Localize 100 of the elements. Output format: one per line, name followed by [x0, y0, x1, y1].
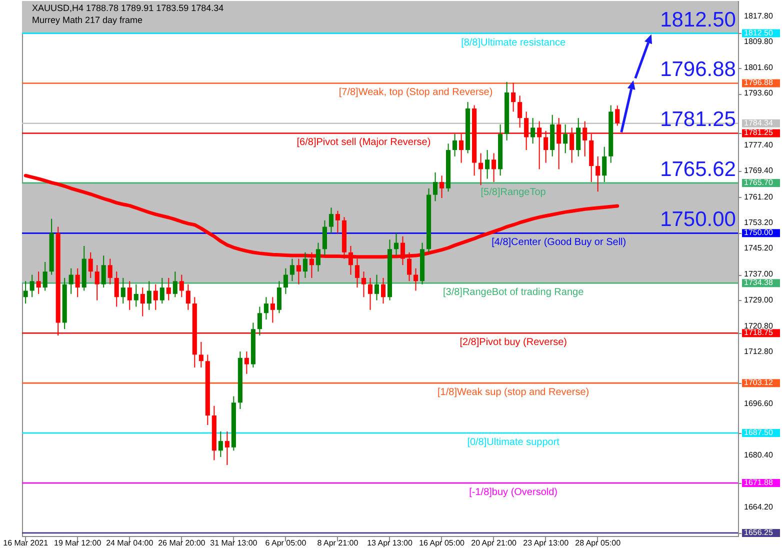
candlestick — [140, 287, 145, 317]
ref-line-label: [3/8]RangeBot of trading Range — [442, 287, 584, 298]
candlestick — [172, 271, 178, 298]
y-tick-label: 1781.25 — [744, 128, 774, 138]
y-tick-label: 1769.40 — [744, 166, 774, 176]
candlestick — [94, 264, 100, 301]
candlestick — [433, 172, 438, 202]
candlestick — [42, 261, 48, 292]
y-tick-label: 1745.20 — [744, 244, 774, 253]
candlestick — [452, 134, 458, 157]
candlestick — [478, 152, 484, 186]
candlestick — [563, 124, 568, 154]
x-tick-label: 20 Apr 21:00 — [471, 538, 518, 548]
y-tick-label: 1812.50 — [744, 28, 774, 38]
candlestick — [23, 280, 28, 304]
candlestick — [166, 277, 171, 301]
y-tick-label: 1750.00 — [744, 228, 774, 238]
candlestick — [374, 274, 380, 301]
x-tick-label: 23 Apr 13:00 — [523, 538, 570, 548]
candlestick — [511, 82, 516, 112]
x-tick-label: 19 Mar 12:00 — [54, 538, 102, 548]
ref-line-label: [-1/8]buy (Oversold) — [469, 486, 558, 498]
x-tick-label: 26 Mar 20:00 — [158, 538, 206, 548]
ref-line-label: [4/8]Center (Good Buy or Sell) — [492, 237, 626, 248]
candlestick — [120, 277, 126, 304]
x-tick-label: 31 Mar 13:00 — [210, 538, 258, 548]
candlestick — [108, 258, 112, 285]
y-tick-label: 1734.38 — [744, 278, 774, 288]
y-tick-label: 1765.70 — [744, 178, 774, 187]
y-tick-label: 1687.50 — [744, 428, 774, 438]
y-tick-label: 1784.34 — [744, 118, 774, 128]
candlestick — [179, 274, 184, 298]
y-tick-label: 1737.00 — [744, 270, 774, 279]
candlestick — [361, 271, 366, 298]
candlestick — [224, 430, 230, 466]
y-tick-label: 1718.75 — [744, 328, 774, 338]
y-tick-label: 1777.40 — [744, 140, 774, 150]
y-tick-label: 1729.00 — [744, 295, 774, 304]
candlestick — [302, 252, 308, 278]
ref-line-label: [0/8]Ultimate support — [467, 437, 560, 448]
candlestick — [530, 118, 536, 144]
y-tick-label: 1793.60 — [744, 88, 774, 98]
candlestick — [68, 268, 74, 294]
candlestick — [134, 284, 138, 308]
candlestick — [276, 280, 282, 314]
x-tick-label: 24 Mar 04:00 — [106, 538, 154, 548]
y-tick-label: 1712.80 — [744, 347, 774, 356]
text: Murrey Math 217 day frame — [32, 15, 143, 25]
text: 1765.62 — [660, 158, 736, 181]
candlestick — [576, 118, 581, 157]
candlestick — [602, 146, 607, 182]
x-tick-label: 16 Mar 2021 — [3, 538, 49, 548]
candlestick — [328, 207, 334, 234]
candlestick — [75, 268, 80, 298]
ref-line-label: [7/8]Weak, top (Stop and Reverse) — [338, 87, 493, 98]
text: 1796.88 — [660, 58, 736, 82]
text: 1750.00 — [660, 208, 736, 232]
y-tick-label: 1671.88 — [744, 478, 774, 487]
candlestick — [30, 274, 34, 298]
x-tick-label: 16 Apr 05:00 — [419, 538, 466, 548]
ref-line-label: [5/8]RangeTop — [480, 186, 546, 198]
ref-line-label: [8/8]Ultimate resistance — [461, 37, 566, 48]
candlestick — [492, 152, 496, 182]
y-tick-label: 1753.20 — [744, 218, 774, 227]
candlestick — [153, 284, 158, 310]
candlestick — [290, 258, 294, 282]
y-tick-label: 1696.60 — [744, 398, 774, 408]
candlestick — [283, 268, 288, 294]
text: 1781.25 — [660, 108, 736, 132]
candlestick — [127, 280, 132, 310]
candlestick — [186, 284, 190, 310]
candlestick — [146, 280, 152, 310]
candlestick — [218, 430, 223, 458]
candlestick — [160, 277, 164, 304]
candlestick — [244, 350, 249, 374]
x-tick-label: 6 Apr 05:00 — [265, 538, 307, 548]
y-tick-label: 1801.60 — [744, 63, 774, 72]
chart-title: XAUUSD,H4 1788.78 1789.91 1783.59 1784.34 — [32, 3, 224, 13]
y-tick-label: 1680.40 — [744, 450, 774, 460]
candlestick — [380, 277, 386, 304]
candlestick — [114, 271, 119, 308]
y-tick-label: 1796.88 — [744, 78, 774, 88]
candlestick — [440, 175, 444, 198]
candlestick — [88, 252, 93, 278]
candlestick — [198, 341, 204, 368]
candlestick — [335, 210, 340, 234]
candlestick — [264, 296, 268, 320]
candlestick — [596, 156, 600, 192]
candlestick — [36, 271, 41, 294]
candlestick — [368, 277, 373, 310]
candlestick — [322, 220, 327, 256]
candlestick — [413, 268, 418, 292]
candlestick — [518, 95, 522, 128]
x-tick-label: 13 Apr 13:00 — [367, 538, 413, 548]
ref-line-label: [6/8]Pivot sell (Major Reverse) — [296, 137, 431, 148]
candlestick — [394, 232, 399, 256]
candlestick — [485, 150, 490, 180]
y-tick-label: 1703.12 — [744, 378, 774, 388]
y-tick-label: 1809.80 — [744, 36, 774, 46]
x-tick-label: 28 Apr 05:00 — [575, 538, 622, 548]
